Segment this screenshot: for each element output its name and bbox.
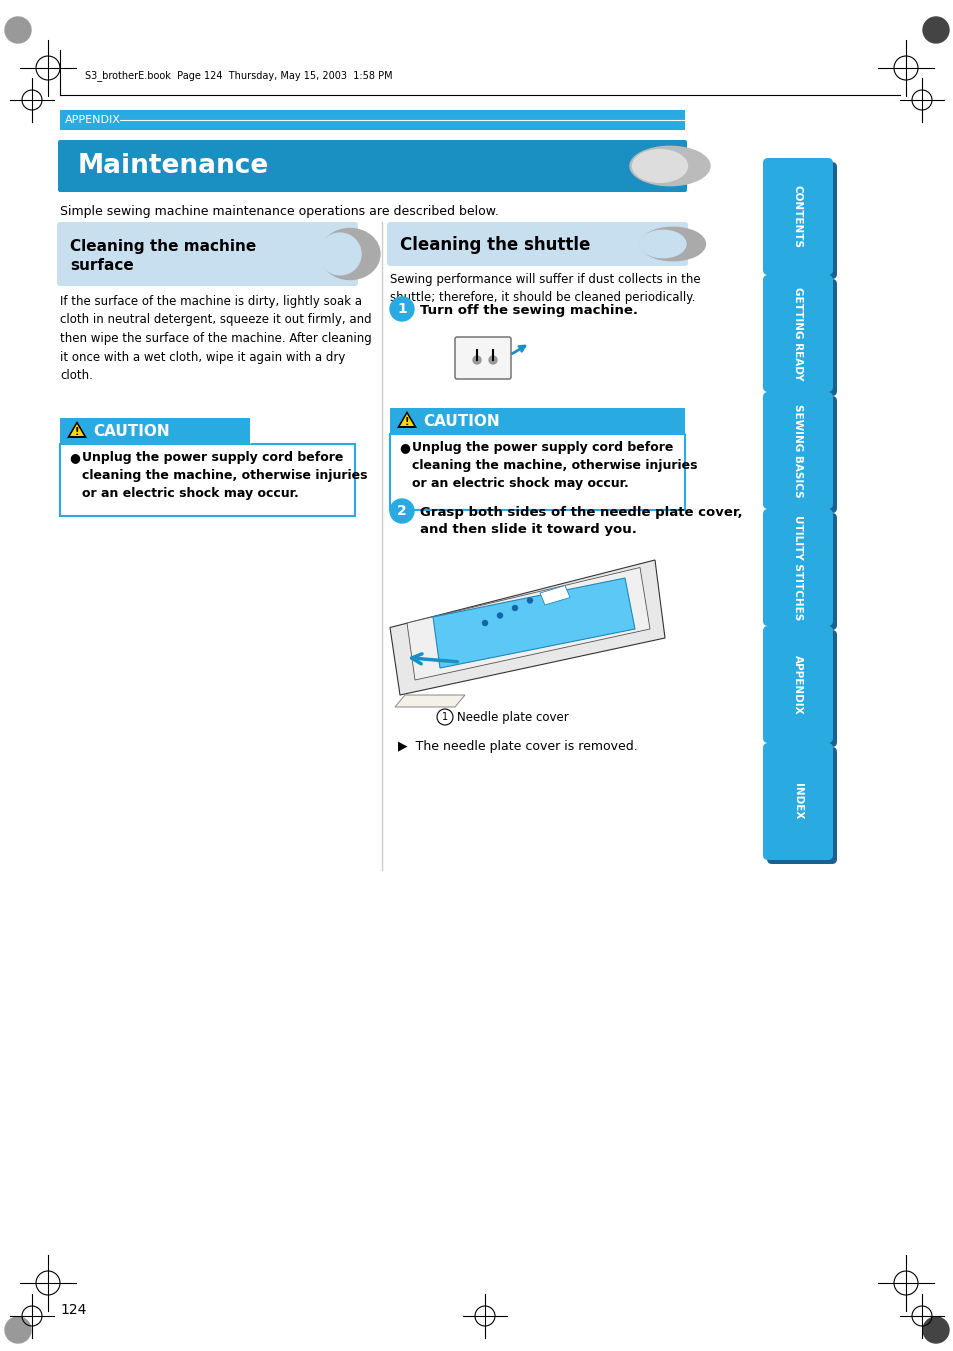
Text: ●: ● [69,451,80,463]
Text: If the surface of the machine is dirty, lightly soak a
cloth in neutral detergen: If the surface of the machine is dirty, … [60,295,372,382]
FancyBboxPatch shape [766,162,836,280]
Text: 1: 1 [441,712,448,721]
Circle shape [473,357,480,363]
FancyBboxPatch shape [766,630,836,747]
Text: 1: 1 [396,303,406,316]
Text: Turn off the sewing machine.: Turn off the sewing machine. [419,304,638,317]
Polygon shape [250,417,268,444]
Text: UTILITY STITCHES: UTILITY STITCHES [792,515,802,620]
Text: Needle plate cover: Needle plate cover [456,711,568,724]
Text: ●: ● [398,440,410,454]
Text: !: ! [74,427,79,436]
Circle shape [5,1317,30,1343]
FancyBboxPatch shape [762,743,832,861]
Polygon shape [396,411,416,428]
Text: INDEX: INDEX [792,784,802,820]
Ellipse shape [639,227,705,261]
Circle shape [482,620,487,626]
Ellipse shape [318,234,360,274]
Polygon shape [433,578,635,667]
Circle shape [527,598,532,603]
FancyBboxPatch shape [762,509,832,626]
FancyBboxPatch shape [58,141,686,192]
Text: CONTENTS: CONTENTS [792,185,802,249]
Circle shape [390,499,414,523]
FancyBboxPatch shape [766,280,836,396]
Text: GETTING READY: GETTING READY [792,286,802,380]
Ellipse shape [629,146,709,185]
Polygon shape [70,424,84,436]
Text: Unplug the power supply cord before
cleaning the machine, otherwise injuries
or : Unplug the power supply cord before clea… [82,451,367,500]
Text: APPENDIX: APPENDIX [65,115,121,126]
Text: !: ! [404,417,409,427]
FancyBboxPatch shape [762,392,832,509]
Circle shape [489,357,497,363]
Circle shape [390,297,414,322]
Text: S3_brotherE.book  Page 124  Thursday, May 15, 2003  1:58 PM: S3_brotherE.book Page 124 Thursday, May … [85,70,393,81]
FancyBboxPatch shape [766,513,836,630]
FancyBboxPatch shape [762,158,832,276]
Text: SEWING BASICS: SEWING BASICS [792,404,802,497]
Bar [60,444,355,516]
FancyBboxPatch shape [766,747,836,865]
Circle shape [497,613,502,617]
Ellipse shape [632,150,687,182]
Bar [390,434,684,509]
Text: 124: 124 [60,1302,87,1317]
Text: CAUTION: CAUTION [92,423,170,439]
FancyBboxPatch shape [766,396,836,513]
Bar [60,109,684,130]
Polygon shape [539,585,569,605]
Text: Cleaning the shuttle: Cleaning the shuttle [399,236,590,254]
Text: Cleaning the machine
surface: Cleaning the machine surface [70,239,256,273]
Ellipse shape [639,230,685,258]
Text: Sewing performance will suffer if dust collects in the
shuttle; therefore, it sh: Sewing performance will suffer if dust c… [390,273,700,304]
Bar [60,417,250,444]
FancyBboxPatch shape [57,222,357,286]
Polygon shape [390,561,664,694]
FancyBboxPatch shape [387,222,687,266]
Circle shape [923,1317,948,1343]
FancyBboxPatch shape [455,336,511,380]
Text: Simple sewing machine maintenance operations are described below.: Simple sewing machine maintenance operat… [60,205,498,218]
Circle shape [512,605,517,611]
Polygon shape [407,567,649,680]
Polygon shape [395,694,464,707]
Circle shape [923,18,948,43]
Text: CAUTION: CAUTION [422,413,499,428]
Polygon shape [684,408,702,434]
Polygon shape [399,413,414,426]
FancyBboxPatch shape [762,276,832,392]
Text: APPENDIX: APPENDIX [792,655,802,715]
Text: Grasp both sides of the needle plate cover,
and then slide it toward you.: Grasp both sides of the needle plate cov… [419,507,741,536]
Text: ▶  The needle plate cover is removed.: ▶ The needle plate cover is removed. [397,740,638,753]
FancyBboxPatch shape [762,626,832,743]
Circle shape [5,18,30,43]
Text: Unplug the power supply cord before
cleaning the machine, otherwise injuries
or : Unplug the power supply cord before clea… [412,440,697,490]
Bar [390,408,684,434]
Polygon shape [67,422,87,438]
Ellipse shape [319,228,379,280]
Text: Maintenance: Maintenance [78,153,269,178]
Text: 2: 2 [396,504,406,517]
